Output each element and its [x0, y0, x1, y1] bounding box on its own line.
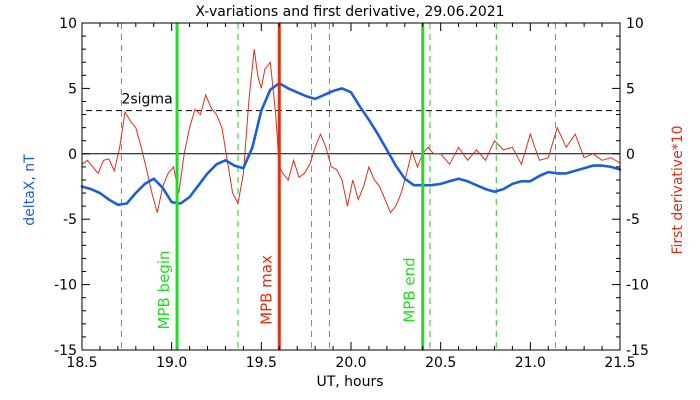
y2-tick-label: 0: [626, 147, 635, 163]
y2-tick-label: -10: [626, 278, 649, 294]
x-tick-label: 18.5: [66, 355, 97, 371]
x-tick-label: 20.5: [425, 355, 456, 371]
x-tick-label: 19.5: [246, 355, 277, 371]
y2-tick-label: 5: [626, 81, 635, 97]
y-tick-label: 0: [68, 147, 77, 163]
x-tick-label: 21.5: [604, 355, 635, 371]
marker-label-mpb-max: MPB max: [257, 255, 275, 325]
x-tick-label: 20.0: [335, 355, 366, 371]
marker-label-mpb-end: MPB end: [401, 257, 419, 322]
x-tick-label: 19.0: [156, 355, 187, 371]
threshold-label: 2sigma: [121, 92, 172, 108]
y2-tick-label: -15: [626, 343, 649, 359]
y2-tick-label: -5: [626, 212, 640, 228]
marker-label-mpb-begin: MPB begin: [155, 251, 173, 330]
x-tick-label: 21.0: [515, 355, 546, 371]
y-tick-label: -10: [54, 278, 77, 294]
y-axis-label-left: deltaX, nT: [22, 154, 38, 226]
x-axis-label: UT, hours: [316, 374, 383, 390]
y-tick-label: -15: [54, 343, 77, 359]
y-tick-label: 5: [68, 81, 77, 97]
y-axis-label-right: First derivative*10: [670, 125, 686, 254]
y-tick-label: -5: [63, 212, 77, 228]
y-tick-label: 10: [59, 16, 77, 32]
series-derivative-line: [81, 49, 621, 214]
chart-title: X-variations and first derivative, 29.06…: [195, 4, 504, 20]
y2-tick-label: 10: [626, 16, 644, 32]
series-deltax-line: [80, 81, 622, 207]
plot-layer: 2sigma MPB begin MPB max MPB end -15 -10 -5 0 5 1…: [54, 16, 649, 371]
